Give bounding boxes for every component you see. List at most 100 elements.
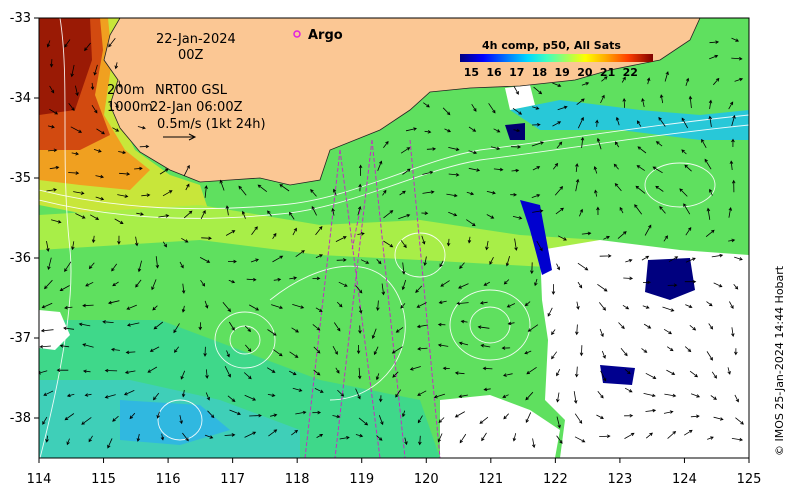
current-arrow-icon <box>251 226 258 235</box>
current-arrow-icon <box>468 150 478 155</box>
current-arrow-icon <box>625 259 633 263</box>
current-arrow-icon <box>454 371 465 375</box>
current-arrow-icon <box>249 304 260 311</box>
current-arrow-icon <box>93 149 102 153</box>
current-arrow-icon <box>644 224 652 236</box>
current-arrow-icon <box>81 417 92 425</box>
current-arrow-icon <box>114 62 118 70</box>
current-arrow-icon <box>114 218 124 225</box>
current-arrow-icon <box>225 230 236 236</box>
current-arrow-icon <box>547 307 553 317</box>
current-arrow-icon <box>93 64 98 76</box>
current-arrow-icon <box>110 347 120 352</box>
current-arrow-icon <box>645 408 657 413</box>
current-arrow-icon <box>56 368 69 372</box>
current-arrow-icon <box>440 280 450 287</box>
contour-200m-label: 200m <box>107 83 144 98</box>
current-arrow-icon <box>200 279 206 287</box>
current-arrow-icon <box>180 370 186 380</box>
current-arrow-icon <box>401 410 406 418</box>
current-arrow-icon <box>663 410 674 414</box>
current-arrow-icon <box>531 194 541 198</box>
current-arrow-icon <box>357 206 362 216</box>
current-arrow-icon <box>266 367 276 373</box>
current-arrow-icon <box>713 282 723 288</box>
colorbar-tick-label: 18 <box>532 66 547 79</box>
current-arrow-icon <box>711 371 717 379</box>
cold-strip <box>520 200 552 275</box>
current-arrow-icon <box>575 163 579 172</box>
current-arrow-icon <box>88 262 95 270</box>
current-arrow-icon <box>224 433 236 437</box>
colorbar-tick-label: 20 <box>577 66 593 79</box>
current-arrow-icon <box>357 232 365 236</box>
current-arrow-icon <box>556 263 560 271</box>
current-arrow-icon <box>600 370 607 382</box>
current-arrow-icon <box>685 227 692 236</box>
current-arrow-icon <box>315 254 323 259</box>
current-arrow-icon <box>595 119 599 127</box>
current-arrow-icon <box>728 206 733 218</box>
current-arrow-icon <box>73 191 85 195</box>
credit-label: © IMOS 25-Jan-2024 14:44 Hobart <box>773 265 786 456</box>
current-arrow-icon <box>728 238 736 243</box>
current-arrow-icon <box>634 204 643 215</box>
current-arrow-icon <box>662 306 675 312</box>
current-arrow-icon <box>64 261 72 272</box>
y-tick-label: -38 <box>10 411 31 426</box>
current-arrow-icon <box>339 436 350 440</box>
current-arrow-icon <box>422 190 435 194</box>
x-axis-ticks: 114 115 116 117 118 119 120 121 122 123 124 125 <box>27 458 761 487</box>
current-arrow-icon <box>735 417 744 425</box>
current-arrow-icon <box>681 149 687 155</box>
current-arrow-icon <box>373 346 379 356</box>
current-arrow-icon <box>159 168 169 175</box>
colorbar-gradient <box>460 54 653 62</box>
current-arrow-icon <box>731 437 744 442</box>
cold-spot-shelf <box>505 123 525 140</box>
current-arrow-icon <box>257 184 268 193</box>
current-arrow-icon <box>485 240 489 251</box>
current-arrow-icon <box>267 329 277 336</box>
current-arrow-icon <box>531 438 536 449</box>
cold-patch-south <box>600 365 635 385</box>
current-arrow-icon <box>581 82 590 86</box>
x-tick-label: 118 <box>285 472 310 487</box>
current-arrow-icon <box>486 191 496 195</box>
current-arrow-icon <box>731 37 740 42</box>
current-arrow-icon <box>624 387 633 393</box>
current-arrow-icon <box>727 367 731 375</box>
current-arrow-icon <box>381 283 386 296</box>
current-arrow-icon <box>482 366 493 371</box>
current-arrow-icon <box>356 345 361 355</box>
current-arrow-icon <box>151 279 157 291</box>
y-axis-ticks: -33 -34 -35 -36 -37 -38 <box>10 11 39 426</box>
current-arrow-icon <box>690 393 701 398</box>
current-arrow-icon <box>64 39 71 48</box>
current-arrow-icon <box>417 346 428 351</box>
current-arrow-icon <box>706 351 713 361</box>
satellite-tracks <box>304 139 441 458</box>
current-arrow-icon <box>479 416 489 424</box>
current-arrow-icon <box>466 219 476 227</box>
current-arrow-icon <box>119 172 131 176</box>
current-arrow-icon <box>556 141 563 149</box>
current-arrow-icon <box>203 346 207 357</box>
current-arrow-icon <box>641 255 650 261</box>
current-arrow-icon <box>433 393 446 399</box>
current-arrow-icon <box>358 183 362 192</box>
current-arrow-icon <box>556 392 560 403</box>
current-arrow-icon <box>375 373 380 381</box>
current-arrow-icon <box>468 167 481 172</box>
current-arrow-icon <box>401 262 406 275</box>
current-arrow-icon <box>422 170 434 175</box>
current-arrow-icon <box>621 76 626 83</box>
current-arrow-icon <box>90 214 100 220</box>
current-arrow-icon <box>483 281 490 286</box>
current-arrow-icon <box>59 344 70 348</box>
current-arrow-icon <box>580 136 585 148</box>
current-arrow-icon <box>291 429 299 436</box>
product-label: NRT00 GSL <box>155 83 228 98</box>
current-arrow-icon <box>573 391 578 404</box>
